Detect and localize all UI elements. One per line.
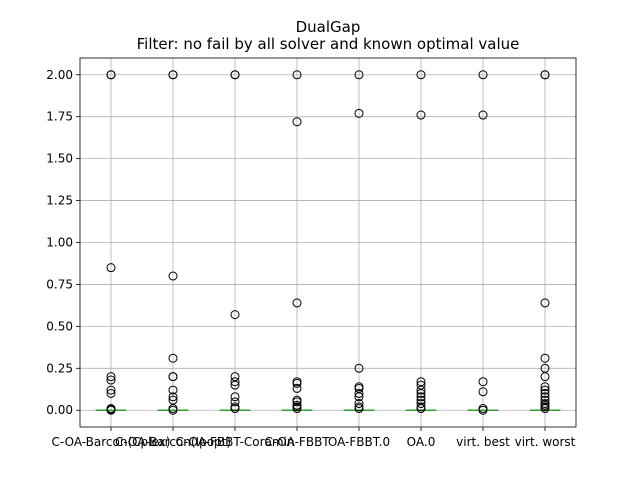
x-tick-label: OA.0 (407, 435, 436, 449)
y-tick-label: 1.75 (46, 110, 73, 124)
outlier-point (230, 404, 240, 414)
x-tick-label: OA-FBBT.0 (328, 435, 390, 449)
outlier-point (106, 372, 116, 382)
outlier-point (540, 382, 550, 392)
outlier-point (540, 70, 550, 80)
x-tick-label: C-OA-Barcon(Ipopt) (115, 435, 231, 449)
outlier-point (168, 353, 178, 363)
y-tick-label: 1.00 (46, 236, 73, 250)
outlier-point (540, 298, 550, 308)
outlier-point (354, 399, 364, 409)
outlier-point (416, 404, 426, 414)
outlier-point (540, 385, 550, 395)
x-tick-label: C-OA-FBBT (264, 435, 330, 449)
outlier-point (478, 70, 488, 80)
outlier-point (292, 404, 302, 414)
outlier-point (416, 385, 426, 395)
outlier-point (478, 405, 488, 415)
outlier-point (540, 372, 550, 382)
y-tick-label: 1.25 (46, 194, 73, 208)
outlier-point (292, 378, 302, 388)
outlier-point (168, 392, 178, 402)
plot-area: 0.00 0.25 0.50 0.75 1.00 1.25 1.50 1.75 2.00 C-OA… (46, 57, 577, 449)
outlier-point (106, 405, 116, 415)
outlier-point (416, 388, 426, 398)
outlier-point (230, 392, 240, 402)
outlier-point (478, 110, 488, 120)
outlier-point (354, 388, 364, 398)
outlier-point (292, 397, 302, 407)
outlier-point (478, 387, 488, 397)
outlier-point (354, 70, 364, 80)
plot-frame (79, 57, 577, 428)
outlier-point (416, 399, 426, 409)
outlier-point (354, 404, 364, 414)
outlier-point (230, 397, 240, 407)
outlier-point (106, 388, 116, 398)
outlier-point (292, 383, 302, 393)
outlier-point (106, 375, 116, 385)
outlier-point (292, 298, 302, 308)
y-tick-label: 0.25 (46, 361, 73, 375)
outlier-point (292, 70, 302, 80)
outlier-point (478, 377, 488, 387)
x-tick-label: virt. worst (515, 435, 576, 449)
outlier-point (168, 385, 178, 395)
outlier-point (540, 353, 550, 363)
y-tick-label: 0.00 (46, 403, 73, 417)
y-tick-label: 1.50 (46, 152, 73, 166)
outlier-point (416, 392, 426, 402)
outlier-point (168, 70, 178, 80)
outlier-point (354, 363, 364, 373)
outlier-point (168, 372, 178, 382)
outlier-point (416, 70, 426, 80)
outlier-point (168, 405, 178, 415)
outlier-point (540, 388, 550, 398)
x-tick-label: C-OA-FBBT-Coramin (175, 435, 294, 449)
x-tick-label: C-OA-Barcon(Cplex) (52, 435, 171, 449)
outlier-point (354, 108, 364, 118)
y-tick-label: 0.75 (46, 277, 73, 291)
y-tick-label: 2.00 (46, 68, 73, 82)
outlier-point (168, 271, 178, 281)
outlier-point (230, 310, 240, 320)
outlier-point (230, 70, 240, 80)
outlier-point (230, 377, 240, 387)
outlier-point (230, 380, 240, 390)
chart-subtitle: Filter: no fail by all solver and known … (137, 35, 520, 53)
y-tick-label: 0.50 (46, 319, 73, 333)
outlier-point (106, 70, 116, 80)
outlier-point (540, 404, 550, 414)
x-tick-label: virt. best (456, 435, 510, 449)
outlier-point (106, 263, 116, 273)
chart-title: DualGap (296, 18, 361, 36)
outlier-point (292, 117, 302, 127)
outlier-point (416, 110, 426, 120)
outlier-point (354, 392, 364, 402)
outlier-point (106, 385, 116, 395)
